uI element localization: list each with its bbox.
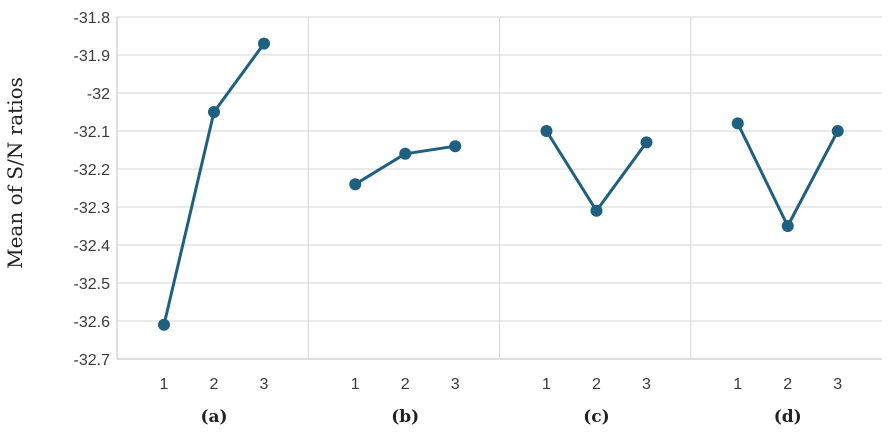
panel-label: (c) xyxy=(583,407,609,427)
y-tick-label: -31.8 xyxy=(74,10,111,27)
panel-label: (b) xyxy=(391,407,419,427)
data-point xyxy=(258,37,270,50)
gridlines xyxy=(117,16,882,360)
y-axis-label: Mean of S/N ratios xyxy=(3,77,27,269)
panel-label: (d) xyxy=(774,407,802,427)
x-tick-label: 1 xyxy=(351,376,360,393)
series-layer xyxy=(158,37,844,331)
data-point xyxy=(640,136,653,149)
x-tick-label: 1 xyxy=(160,376,169,393)
y-tick-label: -32.6 xyxy=(74,314,111,331)
data-point xyxy=(349,178,362,191)
data-point xyxy=(831,125,844,137)
x-tick-label: 1 xyxy=(542,376,551,393)
y-tick-label: -32 xyxy=(87,86,110,103)
y-tick-label: -32.7 xyxy=(74,352,111,369)
data-point xyxy=(781,220,794,232)
data-point xyxy=(399,147,412,160)
x-tick-labels: 1 2 3 1 2 3 1 2 3 1 2 3 xyxy=(160,376,843,393)
data-point xyxy=(590,204,603,217)
data-point xyxy=(731,117,744,130)
y-tick-label: -32.2 xyxy=(74,162,111,179)
panel-labels: (a) (b) (c) (d) xyxy=(200,407,801,427)
x-tick-label: 3 xyxy=(260,376,269,393)
data-point xyxy=(449,140,462,153)
y-tick-label: -32.3 xyxy=(74,200,111,217)
x-tick-label: 2 xyxy=(401,376,410,393)
series-line xyxy=(545,129,648,213)
x-tick-label: 1 xyxy=(733,376,742,393)
y-tick-label: -32.5 xyxy=(74,276,111,293)
x-tick-label: 3 xyxy=(642,376,651,393)
data-point xyxy=(540,125,553,137)
data-point xyxy=(158,318,170,331)
x-tick-label: 3 xyxy=(451,376,460,393)
x-tick-label: 2 xyxy=(210,376,219,393)
x-tick-label: 2 xyxy=(592,376,601,393)
y-tick-label: -31.9 xyxy=(74,48,111,65)
data-point xyxy=(208,106,220,118)
x-tick-label: 2 xyxy=(783,376,792,393)
y-tick-labels: -31.8 -31.9 -32 -32.1 -32.2 -32.3 -32.4 -32.5 -3… xyxy=(74,10,111,369)
y-tick-label: -32.1 xyxy=(74,124,111,141)
series-line xyxy=(736,121,840,228)
y-tick-label: -32.4 xyxy=(74,238,111,255)
x-tick-label: 3 xyxy=(833,376,842,393)
panel-label: (a) xyxy=(200,407,227,427)
